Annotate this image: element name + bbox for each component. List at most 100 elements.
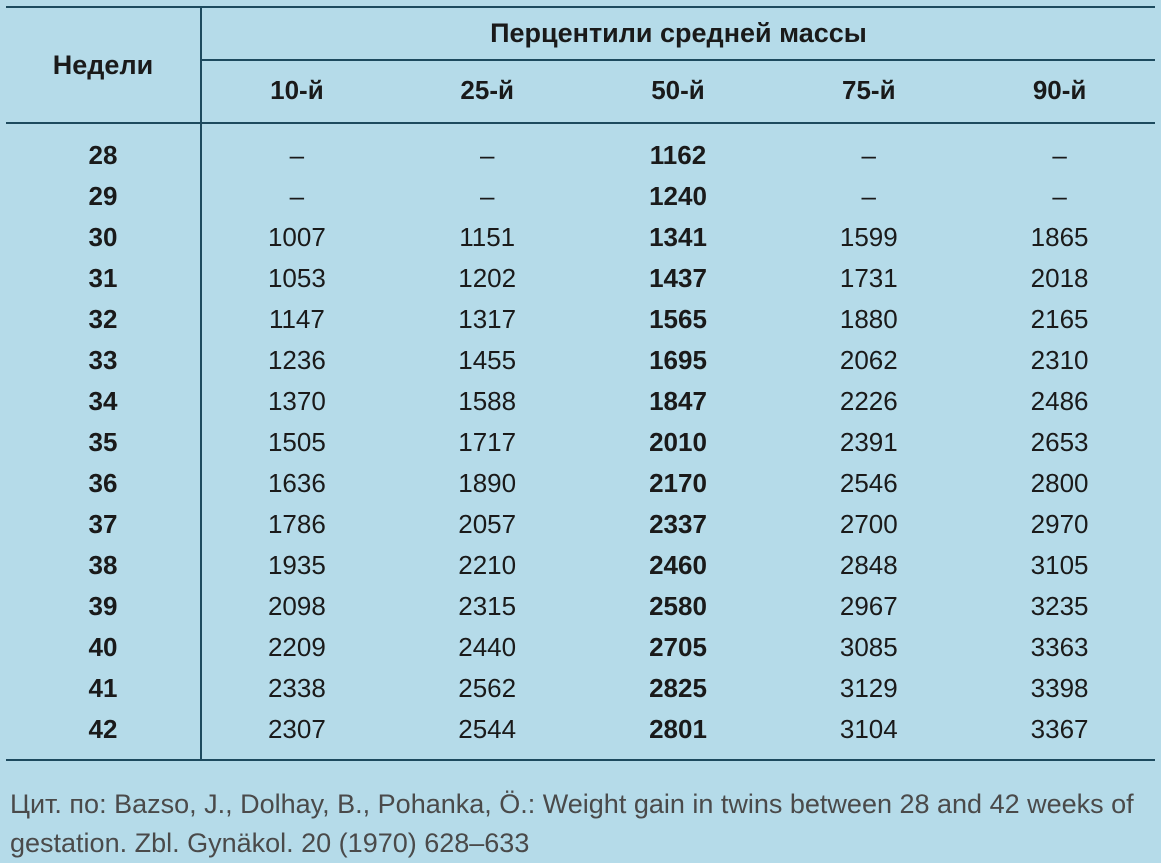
percentiles-span-header: Перцентили средней массы — [201, 7, 1155, 60]
value-cell: 2170 — [583, 463, 774, 504]
value-cell: 1341 — [583, 217, 774, 258]
value-cell: 2700 — [773, 504, 964, 545]
value-cell: 3235 — [964, 586, 1155, 627]
table-row: 3413701588184722262486 — [6, 381, 1155, 422]
value-cell: 2209 — [201, 627, 392, 668]
value-cell: 2098 — [201, 586, 392, 627]
value-cell: 2338 — [201, 668, 392, 709]
value-cell: 2165 — [964, 299, 1155, 340]
week-cell: 38 — [6, 545, 201, 586]
week-cell: 29 — [6, 176, 201, 217]
value-cell: 3129 — [773, 668, 964, 709]
value-cell: 1370 — [201, 381, 392, 422]
value-cell: 2310 — [964, 340, 1155, 381]
week-cell: 41 — [6, 668, 201, 709]
table-row: 4123382562282531293398 — [6, 668, 1155, 709]
value-cell: 2226 — [773, 381, 964, 422]
pct-label-75: 75-й — [773, 60, 964, 123]
value-cell: 1717 — [392, 422, 583, 463]
week-cell: 40 — [6, 627, 201, 668]
value-cell: 1053 — [201, 258, 392, 299]
table-row: 4022092440270530853363 — [6, 627, 1155, 668]
value-cell: 3105 — [964, 545, 1155, 586]
week-cell: 30 — [6, 217, 201, 258]
value-cell: 2544 — [392, 709, 583, 760]
value-cell: – — [201, 123, 392, 176]
week-cell: 31 — [6, 258, 201, 299]
value-cell: 2848 — [773, 545, 964, 586]
week-cell: 37 — [6, 504, 201, 545]
week-cell: 34 — [6, 381, 201, 422]
value-cell: 3398 — [964, 668, 1155, 709]
value-cell: 2307 — [201, 709, 392, 760]
value-cell: 2800 — [964, 463, 1155, 504]
value-cell: 1786 — [201, 504, 392, 545]
citation-text: Цит. по: Bazso, J., Dolhay, B., Pohanka,… — [6, 761, 1155, 863]
value-cell: 2825 — [583, 668, 774, 709]
value-cell: 1731 — [773, 258, 964, 299]
table-row: 3010071151134115991865 — [6, 217, 1155, 258]
table-row: 28––1162–– — [6, 123, 1155, 176]
week-cell: 36 — [6, 463, 201, 504]
value-cell: 2010 — [583, 422, 774, 463]
value-cell: 2337 — [583, 504, 774, 545]
value-cell: 1935 — [201, 545, 392, 586]
value-cell: 1437 — [583, 258, 774, 299]
value-cell: 1007 — [201, 217, 392, 258]
value-cell: 3367 — [964, 709, 1155, 760]
value-cell: 1317 — [392, 299, 583, 340]
value-cell: 1890 — [392, 463, 583, 504]
value-cell: 1455 — [392, 340, 583, 381]
value-cell: 1505 — [201, 422, 392, 463]
value-cell: 2546 — [773, 463, 964, 504]
value-cell: 2440 — [392, 627, 583, 668]
value-cell: 2562 — [392, 668, 583, 709]
value-cell: 1847 — [583, 381, 774, 422]
value-cell: – — [392, 123, 583, 176]
table-row: 4223072544280131043367 — [6, 709, 1155, 760]
value-cell: 1695 — [583, 340, 774, 381]
pct-label-90: 90-й — [964, 60, 1155, 123]
value-cell: 3085 — [773, 627, 964, 668]
table-row: 3110531202143717312018 — [6, 258, 1155, 299]
value-cell: 2062 — [773, 340, 964, 381]
value-cell: 2210 — [392, 545, 583, 586]
table-row: 29––1240–– — [6, 176, 1155, 217]
pct-label-50: 50-й — [583, 60, 774, 123]
value-cell: – — [773, 176, 964, 217]
value-cell: – — [201, 176, 392, 217]
table-row: 3616361890217025462800 — [6, 463, 1155, 504]
week-cell: 39 — [6, 586, 201, 627]
week-cell: 28 — [6, 123, 201, 176]
percentile-table: Недели Перцентили средней массы 10-й 25-… — [6, 6, 1155, 761]
table-row: 3312361455169520622310 — [6, 340, 1155, 381]
week-cell: 33 — [6, 340, 201, 381]
table-row: 3717862057233727002970 — [6, 504, 1155, 545]
value-cell: – — [392, 176, 583, 217]
value-cell: – — [964, 123, 1155, 176]
value-cell: 3363 — [964, 627, 1155, 668]
value-cell: 1588 — [392, 381, 583, 422]
weeks-header: Недели — [6, 7, 201, 123]
value-cell: 1865 — [964, 217, 1155, 258]
pct-label-25: 25-й — [392, 60, 583, 123]
value-cell: 2460 — [583, 545, 774, 586]
value-cell: 1147 — [201, 299, 392, 340]
value-cell: – — [964, 176, 1155, 217]
week-cell: 35 — [6, 422, 201, 463]
value-cell: 2705 — [583, 627, 774, 668]
value-cell: 2486 — [964, 381, 1155, 422]
value-cell: 1236 — [201, 340, 392, 381]
table-row: 3211471317156518802165 — [6, 299, 1155, 340]
value-cell: 2967 — [773, 586, 964, 627]
value-cell: – — [773, 123, 964, 176]
value-cell: 2391 — [773, 422, 964, 463]
value-cell: 1202 — [392, 258, 583, 299]
value-cell: 1565 — [583, 299, 774, 340]
value-cell: 2580 — [583, 586, 774, 627]
value-cell: 2057 — [392, 504, 583, 545]
week-cell: 42 — [6, 709, 201, 760]
table-row: 3819352210246028483105 — [6, 545, 1155, 586]
table-head: Недели Перцентили средней массы 10-й 25-… — [6, 7, 1155, 123]
table-row: 3515051717201023912653 — [6, 422, 1155, 463]
